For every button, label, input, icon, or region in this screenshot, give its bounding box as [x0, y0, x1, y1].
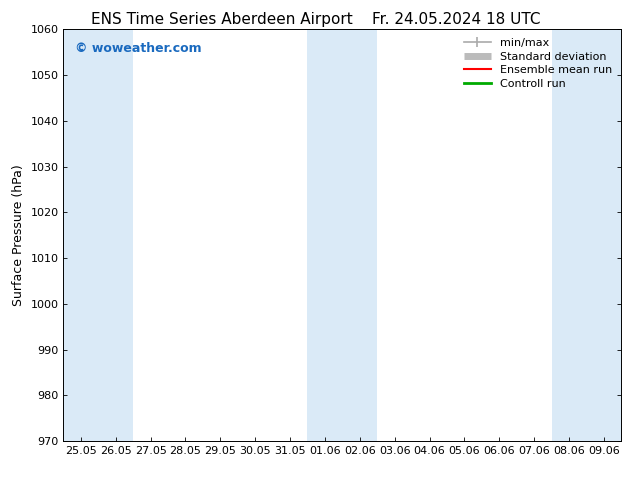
- Bar: [63, 29, 133, 441]
- Legend: min/max, Standard deviation, Ensemble mean run, Controll run: min/max, Standard deviation, Ensemble me…: [460, 35, 616, 92]
- Y-axis label: Surface Pressure (hPa): Surface Pressure (hPa): [12, 164, 25, 306]
- Bar: [307, 29, 377, 441]
- Text: Fr. 24.05.2024 18 UTC: Fr. 24.05.2024 18 UTC: [372, 12, 541, 27]
- Text: © woweather.com: © woweather.com: [75, 42, 201, 55]
- Bar: [552, 29, 621, 441]
- Text: ENS Time Series Aberdeen Airport: ENS Time Series Aberdeen Airport: [91, 12, 353, 27]
